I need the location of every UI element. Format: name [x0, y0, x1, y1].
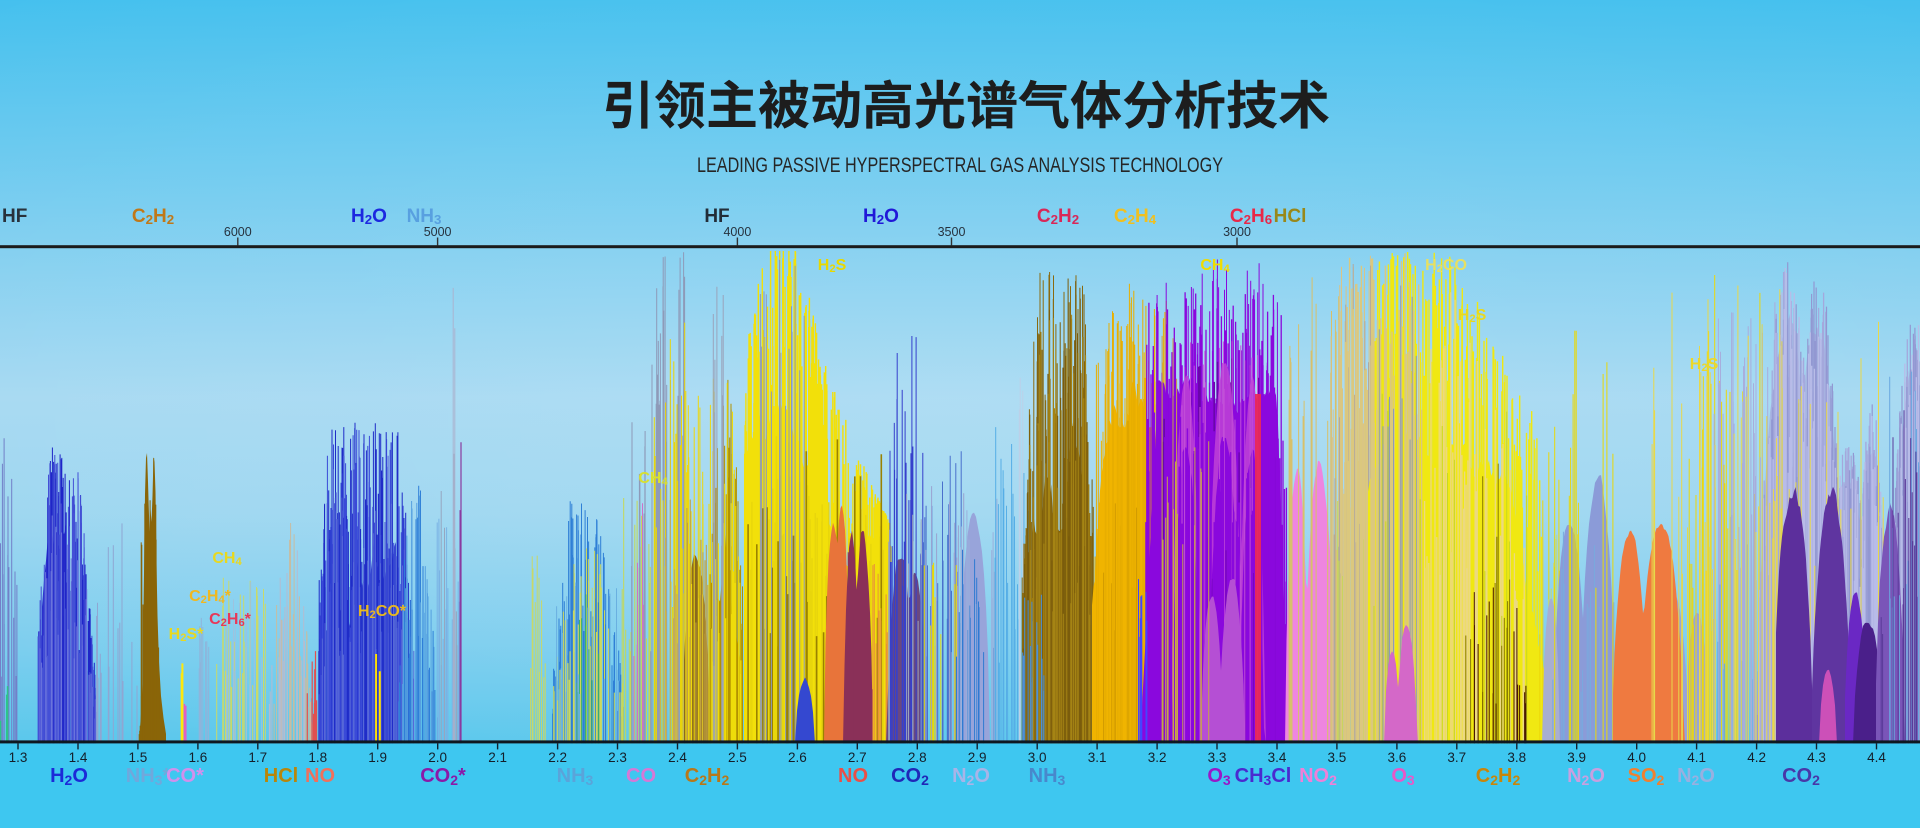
svg-text:C2H6: C2H6 [1230, 206, 1272, 227]
svg-text:1.4: 1.4 [69, 750, 88, 765]
svg-text:CH4: CH4 [212, 550, 242, 568]
svg-text:H2S: H2S [1690, 356, 1719, 374]
svg-text:4000: 4000 [723, 225, 751, 239]
svg-text:N2O: N2O [1677, 765, 1715, 788]
svg-text:H2S: H2S [1458, 307, 1487, 325]
svg-text:3.4: 3.4 [1268, 750, 1287, 765]
svg-text:C2H2: C2H2 [685, 765, 730, 788]
svg-text:C2H2: C2H2 [1476, 765, 1521, 788]
svg-text:N2O: N2O [952, 765, 990, 788]
svg-text:HCl: HCl [264, 765, 298, 787]
svg-text:O3: O3 [1207, 765, 1231, 788]
svg-text:NH3: NH3 [407, 206, 442, 227]
svg-text:O3: O3 [1391, 765, 1415, 788]
svg-text:2.6: 2.6 [788, 750, 807, 765]
svg-text:3500: 3500 [938, 225, 966, 239]
svg-text:N2O: N2O [1567, 765, 1605, 788]
svg-text:LEADING PASSIVE HYPERSPECTRAL: LEADING PASSIVE HYPERSPECTRAL GAS ANALYS… [697, 154, 1223, 177]
svg-text:H2O: H2O [50, 765, 88, 788]
svg-text:4.3: 4.3 [1807, 750, 1826, 765]
svg-text:3.1: 3.1 [1088, 750, 1107, 765]
svg-text:NH3: NH3 [557, 765, 594, 788]
svg-text:1.7: 1.7 [248, 750, 267, 765]
svg-text:C2H4: C2H4 [1114, 206, 1157, 227]
svg-text:CO2*: CO2* [420, 765, 466, 788]
svg-text:6000: 6000 [224, 225, 252, 239]
svg-text:4.4: 4.4 [1867, 750, 1886, 765]
svg-text:CO2: CO2 [1782, 765, 1820, 788]
svg-text:4.1: 4.1 [1687, 750, 1706, 765]
svg-text:1.8: 1.8 [308, 750, 327, 765]
svg-text:3.6: 3.6 [1388, 750, 1407, 765]
svg-text:3.9: 3.9 [1567, 750, 1586, 765]
svg-text:C2H6*: C2H6* [209, 611, 252, 629]
svg-text:C2H2: C2H2 [132, 206, 174, 227]
svg-text:2.2: 2.2 [548, 750, 567, 765]
svg-text:3.5: 3.5 [1328, 750, 1347, 765]
svg-text:H2O: H2O [351, 206, 387, 227]
svg-text:2.9: 2.9 [968, 750, 987, 765]
svg-text:HCl: HCl [1274, 206, 1307, 227]
svg-text:H2S*: H2S* [169, 626, 204, 644]
svg-text:CO2: CO2 [891, 765, 929, 788]
svg-text:CO: CO [626, 765, 656, 787]
svg-text:2.5: 2.5 [728, 750, 747, 765]
svg-text:NO: NO [305, 765, 335, 787]
svg-text:1.6: 1.6 [189, 750, 208, 765]
svg-text:3.7: 3.7 [1447, 750, 1466, 765]
svg-text:CH4: CH4 [638, 470, 668, 488]
svg-text:H2O: H2O [863, 206, 899, 227]
svg-text:NO2: NO2 [1299, 765, 1337, 788]
svg-text:C2H2: C2H2 [1037, 206, 1079, 227]
svg-text:3.2: 3.2 [1148, 750, 1167, 765]
svg-text:CH4: CH4 [1200, 257, 1230, 275]
svg-text:SO2: SO2 [1628, 765, 1665, 788]
svg-text:NH3: NH3 [1029, 765, 1066, 788]
svg-text:NH3*: NH3* [126, 765, 171, 788]
svg-text:5000: 5000 [424, 225, 452, 239]
svg-text:C2H4*: C2H4* [189, 588, 232, 606]
svg-text:2.4: 2.4 [668, 750, 687, 765]
svg-text:2.8: 2.8 [908, 750, 927, 765]
svg-text:2.0: 2.0 [428, 750, 447, 765]
svg-text:3.3: 3.3 [1208, 750, 1227, 765]
svg-text:1.9: 1.9 [368, 750, 387, 765]
svg-text:1.3: 1.3 [9, 750, 28, 765]
svg-text:H2CO*: H2CO* [358, 603, 407, 621]
svg-text:NO: NO [838, 765, 868, 787]
svg-text:H2CO: H2CO [1425, 257, 1467, 275]
svg-text:2.7: 2.7 [848, 750, 867, 765]
svg-text:3.0: 3.0 [1028, 750, 1047, 765]
svg-text:2.3: 2.3 [608, 750, 627, 765]
svg-text:1.5: 1.5 [129, 750, 148, 765]
svg-text:3.8: 3.8 [1507, 750, 1526, 765]
svg-text:HF: HF [2, 206, 27, 227]
svg-text:HF: HF [704, 206, 729, 227]
svg-text:CH3Cl: CH3Cl [1235, 765, 1292, 788]
svg-text:H2S: H2S [818, 257, 847, 275]
svg-text:CO*: CO* [166, 765, 204, 787]
svg-text:4.0: 4.0 [1627, 750, 1646, 765]
svg-text:4.2: 4.2 [1747, 750, 1766, 765]
svg-text:2.1: 2.1 [488, 750, 507, 765]
svg-text:3000: 3000 [1223, 225, 1251, 239]
